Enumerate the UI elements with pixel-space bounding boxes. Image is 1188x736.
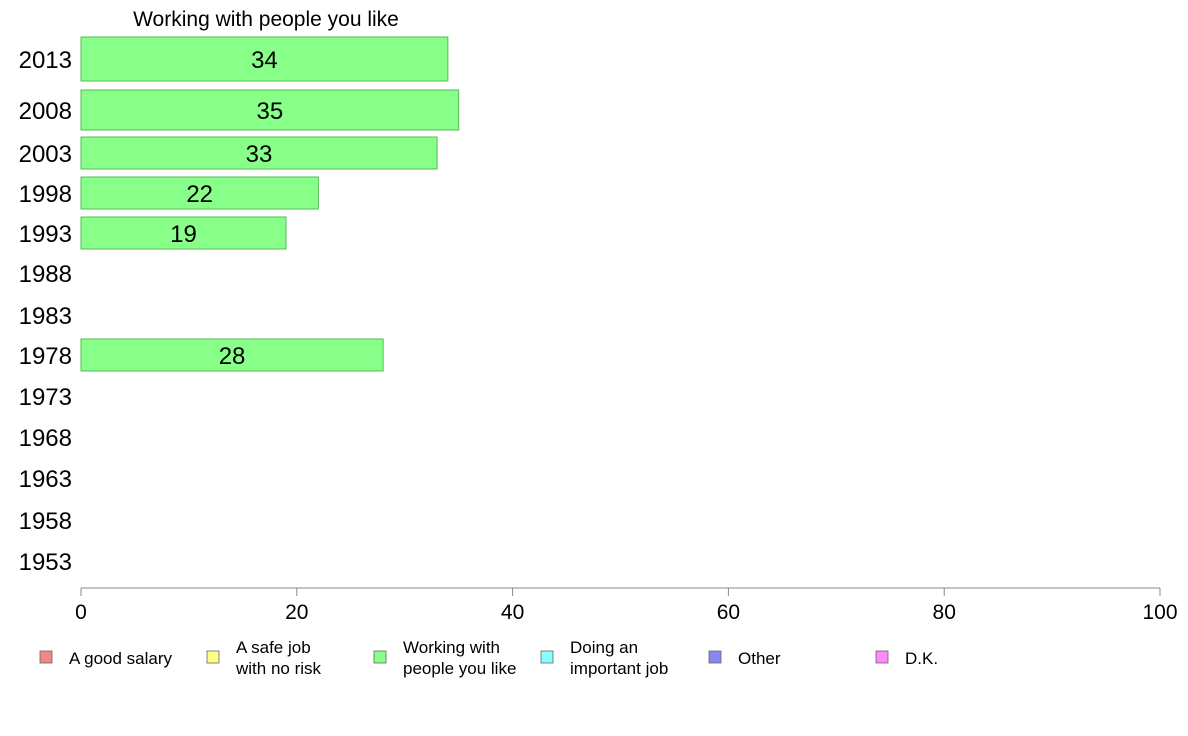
bar [80, 89, 460, 131]
legend-label: people you like [403, 659, 516, 678]
y-tick-label: 2003 [19, 141, 72, 168]
legend-item: Working with people you like [373, 638, 516, 678]
legend-swatch [875, 650, 889, 664]
y-tick-label: 1988 [19, 261, 72, 288]
legend-item: A good salary [39, 649, 173, 668]
y-tick-label: 1963 [19, 466, 72, 493]
y-tick-label: 1973 [19, 384, 72, 411]
bar-value-label: 19 [170, 221, 197, 248]
legend-swatch [39, 650, 53, 664]
chart-title: Working with people you like [133, 8, 399, 31]
legend-label: Doing an [570, 638, 638, 657]
legend-label: A safe job [236, 638, 311, 657]
x-tick-label: 0 [75, 601, 87, 624]
bar-value-label: 22 [186, 181, 213, 208]
legend-label: D.K. [905, 649, 938, 668]
y-tick-label: 2013 [19, 47, 72, 74]
legend-item: Other [708, 649, 781, 668]
legend-label: Working with [403, 638, 500, 657]
y-tick-label: 1968 [19, 425, 72, 452]
legend-item: A safe job with no risk [206, 638, 322, 678]
y-tick-label: 1998 [19, 181, 72, 208]
y-tick-label: 1958 [19, 508, 72, 535]
y-tick-label: 1983 [19, 303, 72, 330]
x-tick-label: 60 [717, 601, 740, 624]
legend-label: important job [570, 659, 668, 678]
legend-item: D.K. [875, 649, 938, 668]
legend-swatch [206, 650, 220, 664]
legend-swatch [708, 650, 722, 664]
bar-value-label: 28 [219, 343, 246, 370]
y-tick-label: 1993 [19, 221, 72, 248]
y-tick-label: 1953 [19, 549, 72, 576]
bar-value-label: 35 [256, 98, 283, 125]
bars: 34 35 33 22 19 28 [80, 36, 460, 372]
bar-value-label: 34 [251, 47, 278, 74]
bar [80, 176, 319, 210]
legend-label: A good salary [69, 649, 173, 668]
legend-swatch [540, 650, 554, 664]
x-axis: 0 20 40 60 80 100 [75, 587, 1178, 624]
bar [80, 216, 287, 250]
bar [80, 136, 438, 170]
x-tick-label: 40 [501, 601, 524, 624]
y-tick-label: 1978 [19, 343, 72, 370]
x-tick-label: 80 [933, 601, 956, 624]
y-tick-label: 2008 [19, 98, 72, 125]
legend-label: with no risk [235, 659, 322, 678]
bar [80, 338, 384, 372]
y-axis-labels: 2013 2008 2003 1998 1993 1988 1983 1978 1973 1968… [19, 47, 72, 576]
bar-value-label: 33 [246, 141, 273, 168]
bar [80, 36, 449, 82]
x-tick-label: 20 [285, 601, 308, 624]
legend-item: Doing an important job [540, 638, 668, 678]
x-tick-label: 100 [1142, 601, 1177, 624]
legend-swatch [373, 650, 387, 664]
legend: A good salary A safe job with no risk Worki… [39, 638, 938, 678]
legend-label: Other [738, 649, 781, 668]
